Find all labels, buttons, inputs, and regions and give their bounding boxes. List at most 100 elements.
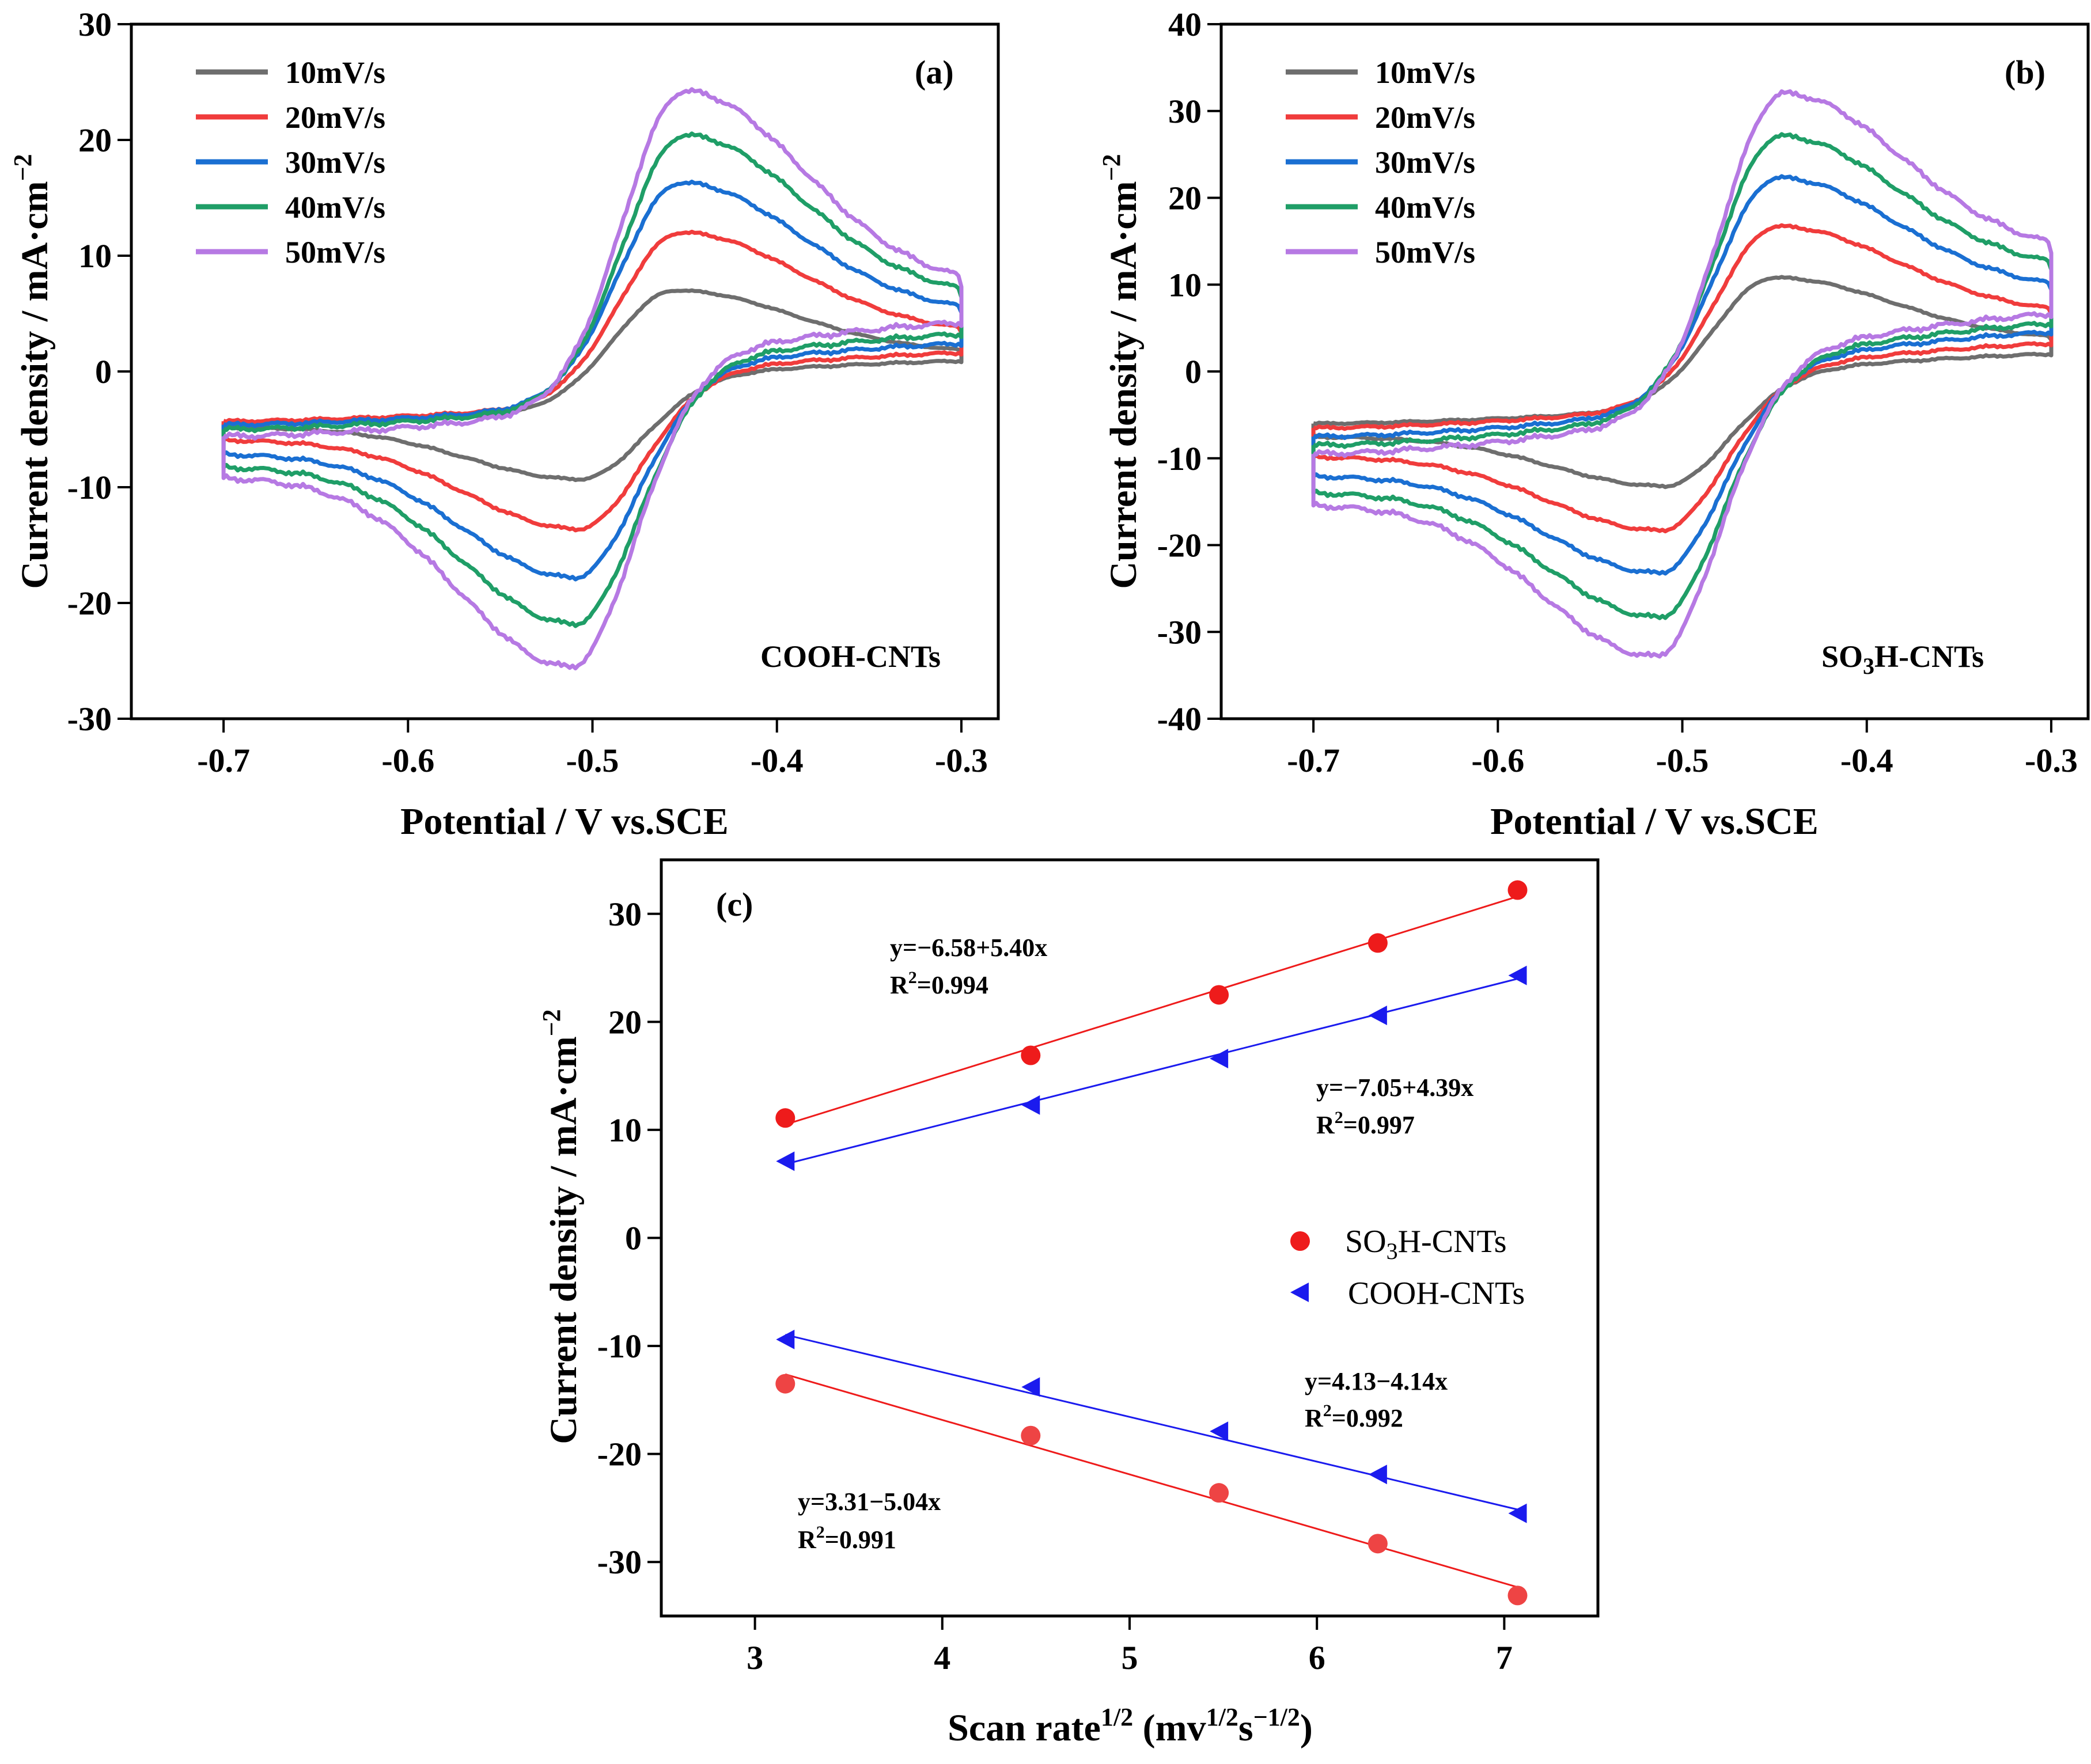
legend-label-40: 40mV/s — [285, 190, 385, 225]
fit-line-so3h-cnts-cathodic — [785, 1373, 1518, 1588]
y-tick-label: -30 — [597, 1543, 642, 1581]
x-title-unit-mid: s — [1238, 1707, 1253, 1749]
panel-a-material-label: COOH-CNTs — [760, 639, 941, 674]
panel-a-y-axis-title: Current density / mA·cm−2 — [9, 154, 56, 589]
cv-curve-30 — [1311, 174, 2054, 576]
y-tick-label: 30 — [1168, 93, 1202, 130]
y-tick-label: -30 — [1157, 613, 1202, 651]
r-squared-text: R2=0.994 — [890, 968, 988, 999]
panel-b-x-axis-title: Potential / V vs.SCE — [1490, 801, 1819, 843]
legend-label-10: 10mV/s — [1375, 55, 1475, 90]
cv-curve-50 — [1311, 89, 2054, 659]
equation-text: y=−7.05+4.39x — [1316, 1073, 1473, 1102]
r-squared-text: R2=0.992 — [1305, 1401, 1403, 1432]
panel-a-cv-cooh: -0.7 -0.6 -0.5 -0.4 -0.3 -30 -20 -10 0 10 20 30 10m… — [9, 6, 1000, 843]
y-tick-label: -10 — [1157, 440, 1202, 477]
legend-marker-circle — [1290, 1231, 1310, 1251]
panel-b-curves — [1311, 89, 2054, 659]
r-squared-label: R — [1316, 1111, 1335, 1139]
cv-curve-40 — [221, 131, 964, 628]
data-point-so3h — [1507, 1585, 1528, 1606]
y-tick-label: 30 — [608, 896, 642, 933]
r-squared-label: R — [1305, 1404, 1324, 1432]
panel-a-y-title-main: Current density / mA·cm — [14, 181, 56, 589]
legend-entry-30: 30mV/s — [196, 145, 385, 180]
data-point-so3h — [1209, 985, 1229, 1005]
y-tick-label: -20 — [1157, 527, 1202, 564]
x-tick-label: -0.6 — [1471, 742, 1524, 779]
panel-b-material-pre: SO — [1821, 639, 1863, 674]
legend-label-20: 20mV/s — [1375, 100, 1475, 135]
legend-entry-10: 10mV/s — [1286, 55, 1475, 90]
x-tick-label: -0.3 — [2025, 742, 2078, 779]
legend-so3h-pre: SO — [1345, 1224, 1387, 1260]
legend-so3h-sub: 3 — [1387, 1238, 1398, 1264]
data-point-so3h — [1209, 1483, 1229, 1503]
r-squared-label: R — [890, 971, 909, 999]
y-tick-label: 0 — [95, 353, 112, 390]
r-squared-value: =0.992 — [1332, 1404, 1403, 1432]
x-tick-label: -0.6 — [381, 742, 434, 779]
data-point-cooh — [1210, 1049, 1229, 1069]
x-title-main: Scan rate — [948, 1707, 1101, 1749]
x-tick-label: 7 — [1496, 1639, 1513, 1676]
x-tick-label: -0.7 — [1287, 742, 1340, 779]
data-point-cooh — [1021, 1095, 1040, 1115]
x-title-unit-open: (mv — [1133, 1707, 1206, 1749]
cv-curve-10 — [221, 288, 964, 483]
fit-line-cooh-cnts-anodic — [785, 978, 1518, 1165]
y-tick-label: 10 — [608, 1111, 642, 1149]
data-point-cooh — [1368, 1465, 1387, 1485]
cv-curve-20 — [221, 229, 964, 533]
y-tick-label: -20 — [597, 1436, 642, 1473]
fit-line-cooh-cnts-cathodic — [785, 1334, 1518, 1511]
y-tick-label: 20 — [1168, 180, 1202, 217]
r-squared-value: =0.997 — [1343, 1111, 1415, 1139]
x-tick-label: -0.3 — [935, 742, 988, 779]
legend-label-so3h: SO3H-CNTs — [1345, 1224, 1507, 1264]
y-tick-label: -20 — [67, 585, 112, 622]
data-point-cooh — [1508, 1503, 1527, 1523]
cv-curve-10 — [1311, 275, 2054, 490]
r-squared-sup: 2 — [1323, 1401, 1332, 1420]
data-point-cooh — [1021, 1377, 1040, 1397]
data-point-cooh — [1508, 965, 1527, 985]
x-tick-label: -0.7 — [197, 742, 250, 779]
panel-b-y-axis-title: Current density / mA·cm−2 — [1097, 154, 1145, 589]
x-tick-label: -0.5 — [566, 742, 619, 779]
panel-b-material-sub: 3 — [1863, 653, 1874, 679]
data-point-cooh — [776, 1329, 795, 1349]
panel-a-label: (a) — [915, 54, 954, 91]
r-squared-sup: 2 — [816, 1523, 825, 1542]
panel-b-ticks: -0.7 -0.6 -0.5 -0.4 -0.3 -40 -30 -20 -10 0 10 20 30 4… — [1157, 6, 2078, 779]
panel-c-x-axis-title: Scan rate1/2 (mv1/2s−1/2) — [948, 1703, 1313, 1749]
data-point-so3h — [1368, 933, 1388, 953]
panel-b-y-title-sup: −2 — [1097, 154, 1126, 181]
data-point-so3h — [775, 1108, 796, 1128]
equation-text: y=−6.58+5.40x — [890, 934, 1047, 962]
y-tick-label: -40 — [1157, 700, 1202, 738]
y-tick-label: 10 — [78, 237, 112, 275]
legend-label-30: 30mV/s — [285, 145, 385, 180]
panel-a-legend: 10mV/s 20mV/s 30mV/s 40mV/s 50mV/s — [196, 55, 385, 270]
panel-b-label: (b) — [2005, 54, 2045, 91]
data-point-cooh — [1210, 1421, 1229, 1441]
data-point-so3h — [1368, 1534, 1388, 1554]
x-tick-label: 5 — [1122, 1639, 1138, 1676]
y-tick-label: 0 — [1185, 353, 1202, 390]
r-squared-value: =0.994 — [917, 971, 988, 999]
panel-b-y-title-main: Current density / mA·cm — [1103, 181, 1145, 589]
y-tick-label: -10 — [67, 469, 112, 506]
x-tick-label: 3 — [747, 1639, 763, 1676]
equation-text: y=3.31−5.04x — [798, 1488, 941, 1516]
legend-marker-triangle — [1290, 1283, 1309, 1302]
equation-text: y=4.13−4.14x — [1305, 1367, 1448, 1395]
legend-label-20: 20mV/s — [285, 100, 385, 135]
panel-a-curves — [221, 87, 964, 671]
r-squared-value: =0.991 — [825, 1526, 896, 1554]
panel-a-ticks: -0.7 -0.6 -0.5 -0.4 -0.3 -30 -20 -10 0 10 20 30 — [67, 6, 988, 779]
panel-c-peak-current-fit: 3 4 5 6 7 -30 -20 -10 0 10 20 30 (c) y=−6.58+5.40x … — [537, 858, 1600, 1749]
x-title-sup: 1/2 — [1101, 1703, 1133, 1731]
legend-label-10: 10mV/s — [285, 55, 385, 90]
